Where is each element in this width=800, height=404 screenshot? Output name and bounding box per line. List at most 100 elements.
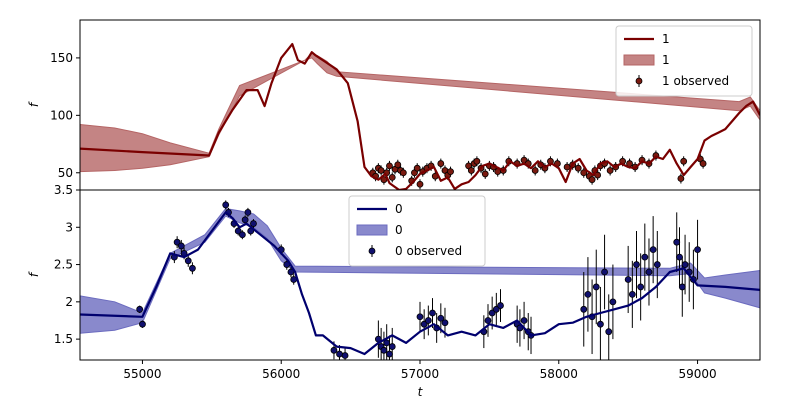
bottom-x-tick-label: 57000 (401, 367, 439, 381)
bottom-observed-point (641, 253, 649, 261)
bottom-observed-point (633, 261, 640, 268)
bottom-observed-point (139, 320, 146, 328)
bottom-observed-point (388, 343, 396, 350)
bottom-observed-point (628, 290, 636, 298)
bottom-observed-point (497, 302, 504, 309)
bottom-observed-point (250, 220, 257, 227)
top-observed-point (399, 169, 407, 177)
bottom-legend-label: 0 observed (395, 244, 462, 258)
bottom-observed-point (492, 305, 500, 313)
top-observed-point (588, 176, 596, 184)
top-observed-point (394, 161, 402, 169)
bottom-observed-point (601, 268, 608, 276)
top-legend-box (615, 25, 753, 97)
top-plot-area (80, 42, 760, 190)
top-observed-point (377, 167, 385, 174)
top-observed-point (680, 157, 688, 165)
bottom-observed-point (605, 328, 613, 336)
bottom-observed-point (136, 305, 144, 313)
bottom-y-tick-label: 2.5 (54, 258, 73, 272)
top-legend: 1 1 1 observed (615, 25, 753, 97)
top-confidence-band (80, 52, 760, 173)
bottom-x-axis-label: t (418, 385, 424, 399)
bottom-observed-point (484, 317, 492, 324)
bottom-y-tick-label: 2 (65, 295, 73, 309)
top-observed-point (481, 170, 489, 178)
top-observed-point (447, 168, 454, 176)
top-observed-point (413, 164, 421, 172)
bottom-observed-point (624, 276, 632, 283)
top-observed-point (437, 160, 445, 167)
bottom-observed-point (584, 290, 592, 298)
bottom-observed-point (380, 346, 388, 354)
bottom-observed-point (341, 352, 349, 359)
top-observed-point (386, 162, 393, 170)
bottom-plot-area (80, 200, 760, 360)
bottom-legend: 0 0 0 observed (348, 195, 486, 267)
bottom-observed-point (488, 309, 496, 317)
top-legend-label: 1 (662, 32, 670, 46)
top-legend-marker-swatch (635, 77, 643, 85)
bottom-observed-point (580, 305, 588, 313)
top-observed-point (388, 173, 396, 181)
top-y-tick-label: 100 (50, 108, 73, 122)
top-observed-point (677, 175, 685, 182)
bottom-observed-point (244, 208, 252, 216)
bottom-observed-point (653, 261, 661, 268)
bottom-observed-point (694, 246, 701, 254)
bottom-observed-point (173, 238, 181, 246)
top-y-tick-label: 50 (58, 166, 73, 180)
bottom-x-tick-label: 55000 (123, 367, 161, 381)
bottom-confidence-band (80, 208, 760, 334)
top-observed-point (531, 167, 539, 174)
top-legend-label: 1 observed (662, 74, 729, 88)
bottom-y-tick-label: 3.5 (54, 183, 73, 197)
bottom-observed-point (429, 309, 436, 317)
bottom-observed-point (520, 317, 528, 324)
bottom-observed-point (238, 231, 246, 239)
bottom-observed-point (383, 339, 391, 347)
top-y-tick-label: 150 (50, 51, 73, 65)
top-y-axis-label: f (27, 101, 41, 107)
bottom-observed-point (241, 216, 249, 224)
bottom-observed-point (222, 201, 230, 209)
bottom-observed-point (678, 283, 686, 291)
bottom-observed-point (609, 298, 617, 306)
bottom-y-tick-label: 3 (65, 220, 73, 234)
bottom-observed-point (676, 253, 683, 261)
bottom-mean-line (80, 211, 760, 356)
top-observed-point (467, 167, 475, 174)
bottom-observed-point (673, 238, 681, 246)
bottom-x-tick-label: 56000 (262, 367, 300, 381)
bottom-legend-band-swatch (356, 224, 388, 236)
bottom-legend-marker-swatch (368, 247, 376, 255)
top-observed-point (699, 160, 707, 167)
bottom-observed-point (386, 350, 393, 358)
bottom-observed-point (416, 313, 424, 321)
top-observed-point (580, 169, 588, 177)
bottom-y-axis-label: f (27, 271, 41, 277)
bottom-observed-point (189, 264, 196, 272)
bottom-legend-box (348, 195, 486, 267)
bottom-observed-point (681, 261, 689, 268)
bottom-x-tick-label: 59000 (678, 367, 716, 381)
bottom-observed-point (592, 283, 600, 291)
bottom-y-tick-label: 1.5 (54, 332, 73, 346)
bottom-observed-point (184, 257, 192, 265)
top-observed-point (473, 157, 481, 165)
top-panel: 50 100 150 f 1 1 1 observed (27, 19, 761, 191)
bottom-observed-point (177, 242, 185, 250)
top-mean-line (80, 42, 760, 190)
bottom-observed-point (330, 346, 338, 354)
bottom-observed-point (645, 268, 653, 276)
top-observed-point (574, 164, 582, 172)
top-legend-band-swatch (623, 54, 655, 66)
bottom-observed-point (441, 319, 449, 327)
bottom-observed-point (424, 317, 432, 324)
top-observed-point (416, 180, 424, 188)
bottom-observed-point (420, 320, 428, 328)
bottom-legend-label: 0 (395, 223, 403, 237)
